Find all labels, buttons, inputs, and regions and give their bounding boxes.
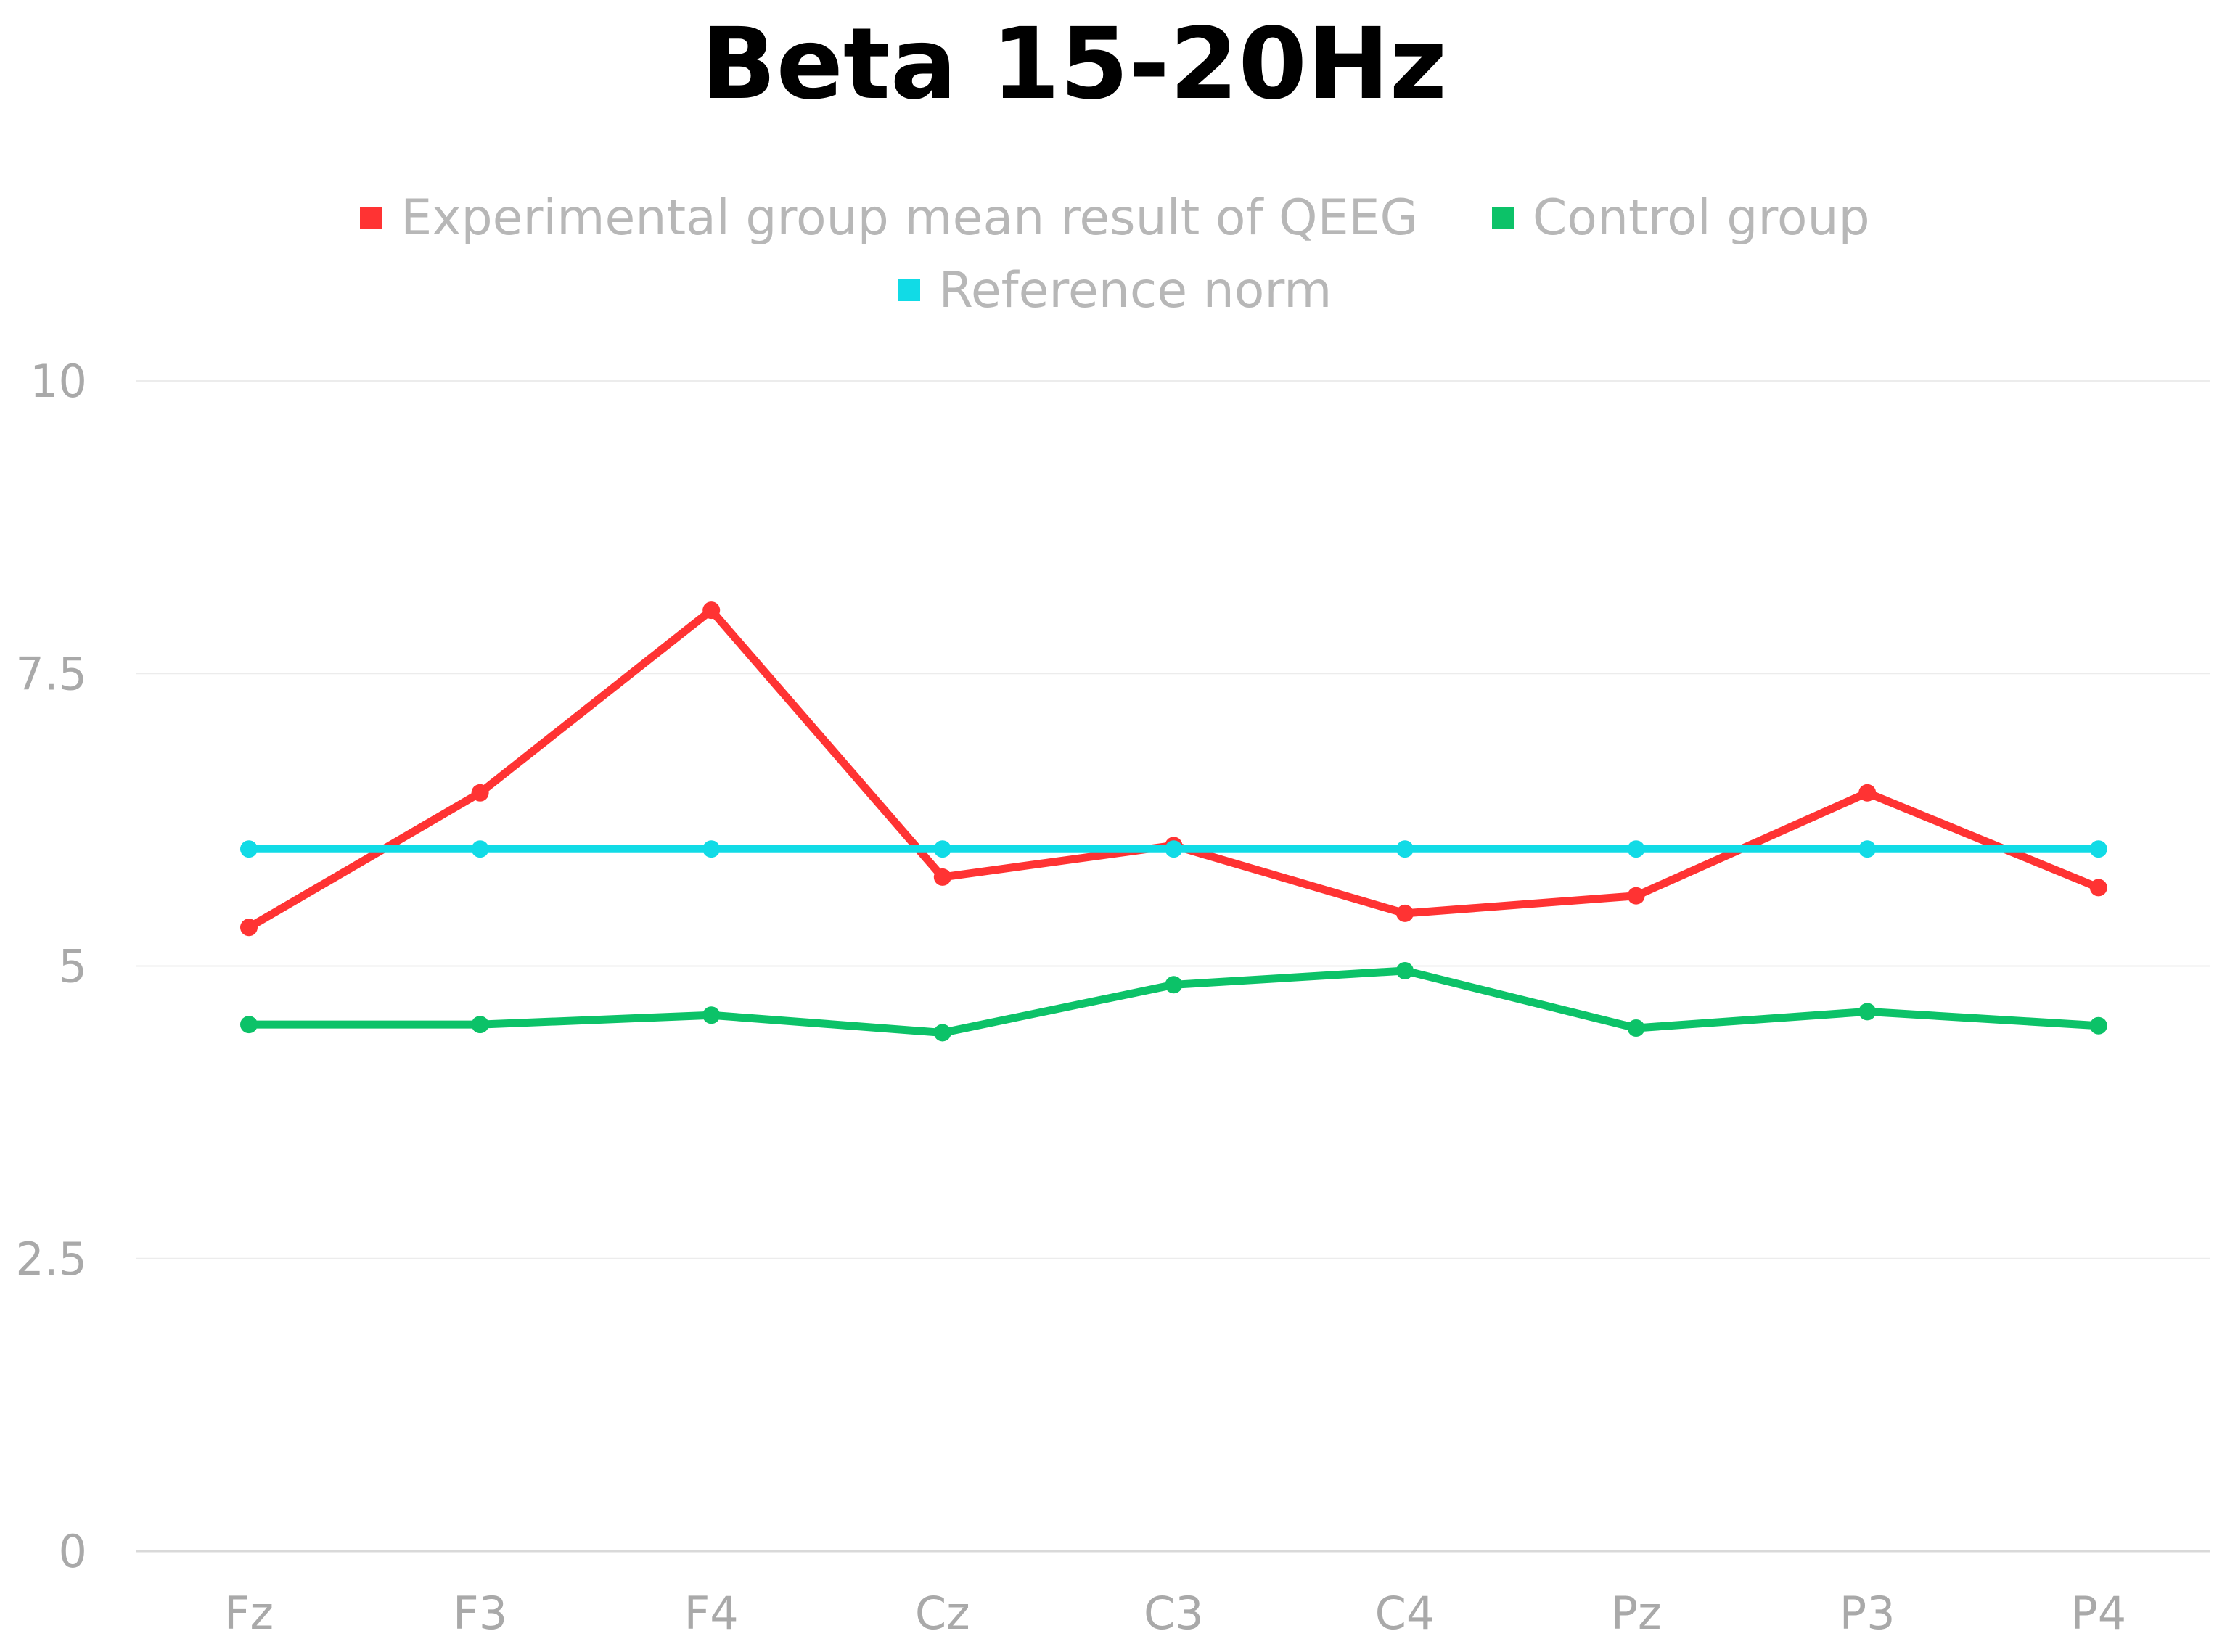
- series-experimental: [240, 601, 2107, 937]
- legend-swatch-reference: [898, 279, 920, 302]
- x-tick-label: P4: [2070, 1587, 2126, 1640]
- data-point-reference: [702, 840, 721, 858]
- data-point-control: [2089, 1016, 2107, 1035]
- data-point-reference: [1165, 840, 1183, 858]
- data-point-control: [1165, 976, 1183, 994]
- x-tick-label: F3: [453, 1587, 507, 1640]
- y-axis-ticks: 0 2.5 5 7.5 10: [15, 355, 87, 1578]
- legend-label-experimental: Experimental group mean result of QEEG: [401, 189, 1419, 247]
- x-tick-label: C4: [1375, 1587, 1435, 1640]
- y-tick-label: 10: [30, 355, 87, 408]
- series-line-experimental: [245, 606, 2103, 932]
- data-point-reference: [933, 840, 951, 858]
- chart-title: Beta 15-20Hz: [701, 7, 1447, 122]
- data-point-experimental: [1858, 784, 1877, 802]
- data-point-experimental: [471, 784, 489, 802]
- data-point-experimental: [933, 868, 951, 886]
- y-tick-label: 2.5: [15, 1233, 87, 1286]
- data-point-experimental: [240, 919, 258, 937]
- legend-item-reference: Reference norm: [898, 259, 1332, 319]
- series-reference: [240, 840, 2107, 858]
- legend-label-control: Control group: [1532, 189, 1870, 247]
- legend-swatch-control: [1491, 207, 1514, 229]
- data-point-experimental: [702, 601, 721, 620]
- data-point-reference: [1627, 840, 1645, 858]
- y-tick-label: 0: [59, 1525, 87, 1578]
- y-tick-label: 7.5: [15, 647, 87, 700]
- x-tick-label: P3: [1840, 1587, 1895, 1640]
- data-point-control: [1627, 1019, 1645, 1037]
- data-point-experimental: [1396, 904, 1414, 922]
- legend-label-reference: Reference norm: [938, 261, 1332, 319]
- series-control: [240, 961, 2107, 1042]
- data-point-control: [1858, 1003, 1877, 1021]
- legend-row-2: Reference norm: [0, 258, 2230, 319]
- data-point-reference: [1396, 840, 1414, 858]
- data-point-control: [933, 1024, 951, 1042]
- legend-row-1: Experimental group mean result of QEEG C…: [0, 185, 2230, 247]
- series-layer: [240, 601, 2107, 1042]
- grid-layer: [136, 380, 2210, 1553]
- x-axis-ticks: Fz F3 F4 Cz C3 C4 Pz P3 P4: [224, 1587, 2126, 1640]
- legend-item-control: Control group: [1491, 186, 1870, 247]
- data-point-reference: [1858, 840, 1877, 858]
- x-tick-label: C3: [1144, 1587, 1204, 1640]
- x-tick-label: Cz: [915, 1587, 970, 1640]
- data-point-control: [240, 1016, 258, 1034]
- legend-item-experimental: Experimental group mean result of QEEG: [360, 186, 1418, 247]
- data-point-control: [702, 1006, 721, 1024]
- data-point-reference: [2089, 840, 2107, 858]
- data-point-control: [1396, 961, 1414, 979]
- legend-swatch-experimental: [360, 207, 382, 229]
- data-point-experimental: [1627, 887, 1645, 905]
- x-tick-label: Fz: [224, 1587, 274, 1640]
- data-point-control: [471, 1016, 489, 1034]
- x-tick-label: F4: [684, 1587, 739, 1640]
- data-point-reference: [471, 840, 489, 858]
- data-point-reference: [240, 840, 258, 858]
- x-tick-label: Pz: [1611, 1587, 1662, 1640]
- data-point-experimental: [2089, 879, 2107, 897]
- y-tick-label: 5: [59, 940, 87, 993]
